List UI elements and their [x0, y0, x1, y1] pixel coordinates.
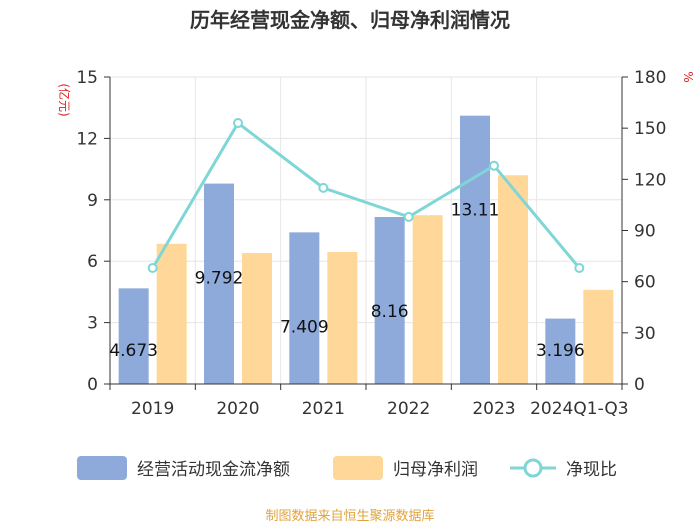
- right-axis-unit: %: [681, 71, 695, 82]
- ratio-point: [403, 211, 414, 222]
- ratio-polyline: [151, 120, 581, 269]
- ratio-point: [489, 160, 499, 171]
- bar-netprofit: [583, 289, 614, 384]
- right-tick-label: 0: [634, 375, 645, 395]
- bar-cashflow: [460, 115, 490, 384]
- grid: [110, 76, 622, 384]
- left-axis-unit: (亿元): [57, 83, 72, 116]
- legend-swatch-netprofit: [333, 456, 383, 480]
- x-tick-label: 2023: [472, 399, 515, 419]
- data-label-cashflow: 13.11: [451, 201, 500, 221]
- bar-cashflow: [289, 232, 320, 384]
- right-tick-label: 90: [634, 222, 656, 242]
- bar-netprofit: [412, 215, 443, 384]
- legend-swatch-cashflow: [77, 456, 127, 480]
- bar-cashflow: [374, 216, 405, 384]
- bar-cashflow: [204, 183, 234, 384]
- left-tick-label: 6: [87, 252, 98, 272]
- data-label-cashflow: 7.409: [280, 317, 329, 337]
- bar-netprofit: [242, 253, 272, 384]
- left-tick-label: 15: [76, 68, 98, 88]
- x-tick-label: 2020: [216, 399, 259, 419]
- bars: [118, 115, 614, 384]
- ratio-point: [318, 182, 329, 193]
- right-tick-label: 30: [634, 324, 656, 344]
- chart-title: 历年经营现金净额、归母净利润情况: [190, 8, 510, 32]
- x-tick-label: 2024Q1-Q3: [530, 399, 628, 419]
- ratio-point: [147, 263, 158, 274]
- bar-netprofit: [498, 175, 528, 384]
- left-tick-label: 3: [87, 314, 98, 334]
- legend-label-netprofit: 归母净利润: [393, 460, 478, 480]
- bar-netprofit: [327, 251, 358, 384]
- bar-cashflow: [118, 288, 149, 384]
- bar-netprofit: [156, 243, 187, 384]
- ratio-point: [574, 263, 585, 274]
- left-tick-label: 9: [87, 191, 98, 211]
- data-label-cashflow: 3.196: [536, 341, 585, 361]
- right-tick-label: 120: [634, 170, 666, 190]
- ratio-line: [147, 118, 585, 274]
- legend: 经营活动现金流净额 归母净利润 净现比: [77, 456, 617, 480]
- data-label-cashflow: 9.792: [195, 269, 244, 289]
- right-tick-label: 180: [634, 68, 666, 88]
- legend-label-ratio: 净现比: [566, 460, 617, 480]
- data-labels: 4.673 9.792 7.409 8.16 13.11 3.196: [109, 201, 584, 361]
- left-tick-label: 0: [87, 375, 98, 395]
- ratio-point: [233, 118, 243, 129]
- legend-label-cashflow: 经营活动现金流净额: [137, 460, 290, 480]
- legend-marker-ratio: [523, 458, 543, 478]
- source-note: 制图数据来自恒生聚源数据库: [265, 508, 434, 524]
- x-tick-label: 2022: [387, 399, 430, 419]
- bar-cashflow: [545, 318, 576, 384]
- data-label-cashflow: 8.16: [371, 302, 409, 322]
- data-label-cashflow: 4.673: [109, 341, 158, 361]
- x-tick-label: 2019: [131, 399, 174, 419]
- right-tick-label: 60: [634, 273, 656, 293]
- right-tick-label: 150: [634, 119, 666, 139]
- left-tick-label: 12: [76, 129, 98, 149]
- x-tick-label: 2021: [302, 399, 345, 419]
